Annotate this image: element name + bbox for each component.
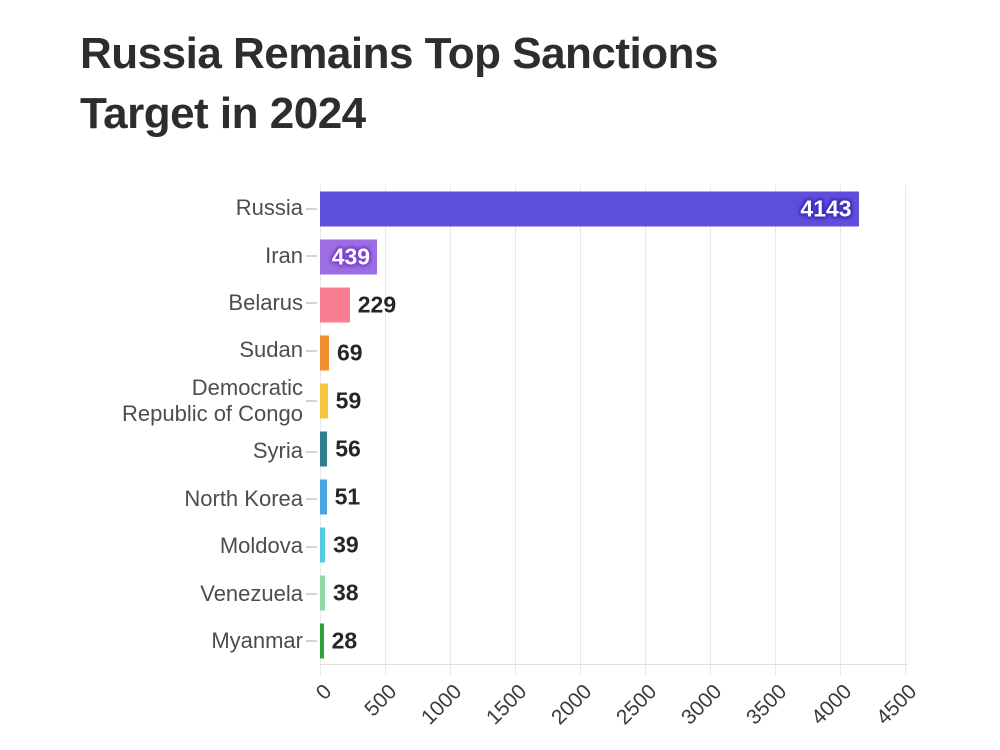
category-tick-mark: [306, 498, 317, 501]
bar: [320, 239, 378, 275]
plot-area: 4143 439 229 69 59 56 51 39 38 28: [320, 185, 908, 665]
bars-area: 4143 439 229 69 59 56 51 39 38 28: [320, 185, 905, 665]
bar-row: 229: [320, 281, 905, 329]
category-row: Belarus: [0, 280, 320, 327]
category-label: Iran: [265, 242, 303, 268]
category-row: Democratic Republic of Congo: [0, 375, 320, 429]
category-tick-mark: [306, 640, 317, 643]
gridline: [579, 185, 581, 665]
gridline: [449, 185, 451, 665]
value-label: 229: [357, 291, 397, 318]
gridline: [905, 185, 906, 665]
chart-title-line1: Russia Remains Top Sanctions: [80, 29, 719, 78]
value-label: 439: [331, 243, 371, 270]
value-label: 59: [335, 387, 362, 414]
x-axis-tick: [449, 665, 451, 675]
category-label: Moldova: [219, 533, 303, 559]
value-label: 39: [333, 531, 359, 558]
bar: [320, 527, 326, 563]
bar-row: 51: [320, 473, 905, 521]
category-tick-mark: [306, 349, 317, 352]
bar-row: 439: [320, 233, 905, 281]
bar-row: 28: [320, 617, 905, 665]
value-label: 56: [335, 435, 361, 462]
bar: [320, 431, 328, 467]
gridline: [515, 185, 516, 665]
category-label: Democratic Republic of Congo: [121, 374, 303, 427]
x-axis-tick: [775, 665, 776, 675]
x-axis-tick: [515, 665, 516, 675]
bar-row: 38: [320, 569, 905, 617]
bar: [320, 479, 327, 515]
bar: [320, 623, 324, 659]
category-row: Myanmar: [0, 618, 320, 665]
gridline: [775, 185, 776, 665]
category-tick-mark: [306, 255, 317, 258]
bar: [320, 335, 329, 371]
chart-title-line2: Target in 2024: [80, 89, 366, 138]
category-row: Syria: [0, 428, 320, 475]
gridline: [320, 185, 321, 665]
gridline: [384, 185, 386, 665]
bar: [320, 383, 328, 419]
category-labels: Russia Iran Belarus Sudan Democratic Republi…: [0, 185, 320, 665]
category-row: Moldova: [0, 523, 320, 570]
gridline: [645, 185, 646, 665]
bar-row: 39: [320, 521, 905, 569]
value-label: 51: [334, 483, 361, 510]
x-axis-tick: [710, 665, 711, 675]
bar: [320, 191, 859, 227]
category-row: Iran: [0, 232, 320, 279]
category-label: Belarus: [228, 290, 303, 316]
category-row: North Korea: [0, 476, 320, 523]
gridline: [710, 185, 711, 665]
category-tick-mark: [306, 545, 317, 548]
x-axis-tick-label: 0: [311, 680, 337, 705]
bar-row: 56: [320, 425, 905, 473]
category-tick-mark: [306, 450, 317, 453]
category-label: Sudan: [239, 337, 303, 363]
category-label: North Korea: [184, 485, 303, 511]
value-label: 38: [332, 579, 359, 606]
category-label: Venezuela: [200, 580, 303, 606]
bar-row: 59: [320, 377, 905, 425]
value-label: 69: [336, 339, 363, 366]
x-axis-tick: [579, 665, 581, 675]
bar: [320, 287, 350, 323]
bar: [320, 575, 325, 611]
bar-row: 69: [320, 329, 905, 377]
category-tick-mark: [306, 400, 317, 403]
category-row: Sudan: [0, 327, 320, 374]
x-axis-labels: 0 500 1000 1500 2000 2500 3000 3500 4000 4500: [312, 665, 921, 750]
chart-title: Russia Remains Top Sanctions Target in 2…: [80, 24, 920, 144]
category-row: Venezuela: [0, 570, 320, 617]
value-label: 4143: [800, 195, 852, 222]
category-tick-mark: [306, 592, 317, 595]
x-axis-tick: [905, 665, 906, 675]
category-label: Syria: [252, 438, 303, 464]
x-axis-line: [320, 664, 908, 665]
category-label: Russia: [235, 195, 303, 221]
category-tick-mark: [306, 207, 317, 210]
x-axis-tick: [839, 665, 841, 675]
category-tick-mark: [306, 302, 317, 305]
category-row: Russia: [0, 185, 320, 232]
bar-row: 4143: [320, 185, 905, 233]
x-axis-tick: [645, 665, 646, 675]
x-axis-tick: [320, 665, 321, 675]
value-label: 28: [331, 627, 358, 654]
category-label: Myanmar: [211, 627, 303, 653]
gridline: [839, 185, 841, 665]
x-axis-tick: [384, 665, 386, 675]
